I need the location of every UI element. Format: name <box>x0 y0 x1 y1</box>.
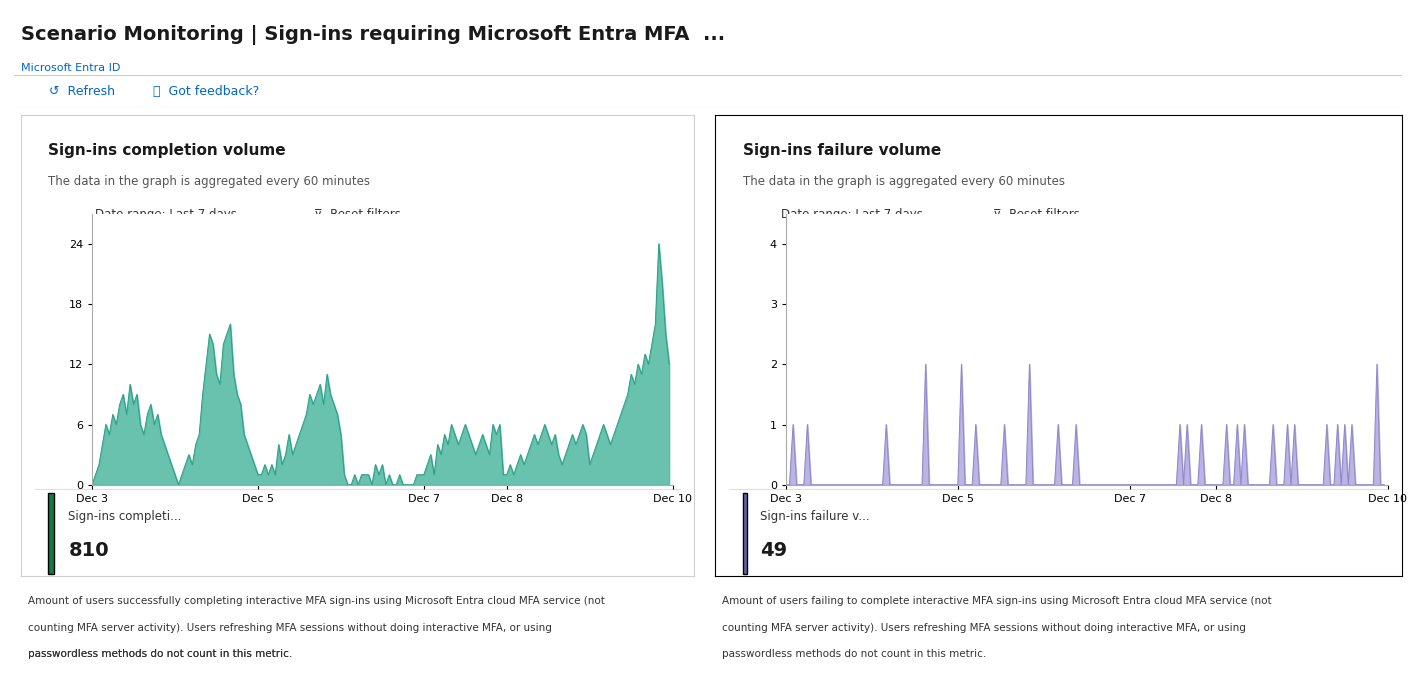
Text: Scenario Monitoring | Sign-ins requiring Microsoft Entra MFA  ...: Scenario Monitoring | Sign-ins requiring… <box>21 25 725 45</box>
Text: Sign-ins failure v...: Sign-ins failure v... <box>760 510 869 523</box>
Text: passwordless methods do not count in this metric.: passwordless methods do not count in thi… <box>722 650 986 659</box>
Text: 49: 49 <box>760 542 787 561</box>
Text: passwordless methods do not count in this metric.: passwordless methods do not count in thi… <box>28 650 292 659</box>
Text: ↺  Refresh: ↺ Refresh <box>48 85 115 98</box>
Text: counting MFA server activity). Users refreshing MFA sessions without doing inter: counting MFA server activity). Users ref… <box>28 622 552 633</box>
Text: Amount of users successfully completing interactive MFA sign-ins using Microsoft: Amount of users successfully completing … <box>28 597 605 606</box>
Text: Amount of users failing to complete interactive MFA sign-ins using Microsoft Ent: Amount of users failing to complete inte… <box>722 597 1272 606</box>
Text: passwordless methods do not count in this metric.: passwordless methods do not count in thi… <box>28 650 292 659</box>
Text: 810: 810 <box>68 542 109 561</box>
Text: Sign-ins failure volume: Sign-ins failure volume <box>742 143 940 158</box>
Text: counting MFA server activity). Users refreshing MFA sessions without doing inter: counting MFA server activity). Users ref… <box>722 622 1246 633</box>
FancyBboxPatch shape <box>742 494 746 574</box>
Text: Sign-ins completi...: Sign-ins completi... <box>68 510 181 523</box>
Text: The data in the graph is aggregated every 60 minutes: The data in the graph is aggregated ever… <box>48 175 370 188</box>
Text: Microsoft Entra ID: Microsoft Entra ID <box>21 63 120 73</box>
FancyBboxPatch shape <box>48 494 54 574</box>
Text: Sign-ins completion volume: Sign-ins completion volume <box>48 143 286 158</box>
Text: ⊽  Reset filters: ⊽ Reset filters <box>993 208 1080 221</box>
Text: The data in the graph is aggregated every 60 minutes: The data in the graph is aggregated ever… <box>742 175 1065 188</box>
Text: ⊽  Reset filters: ⊽ Reset filters <box>314 208 401 221</box>
Text: 🖊  Got feedback?: 🖊 Got feedback? <box>153 85 259 98</box>
